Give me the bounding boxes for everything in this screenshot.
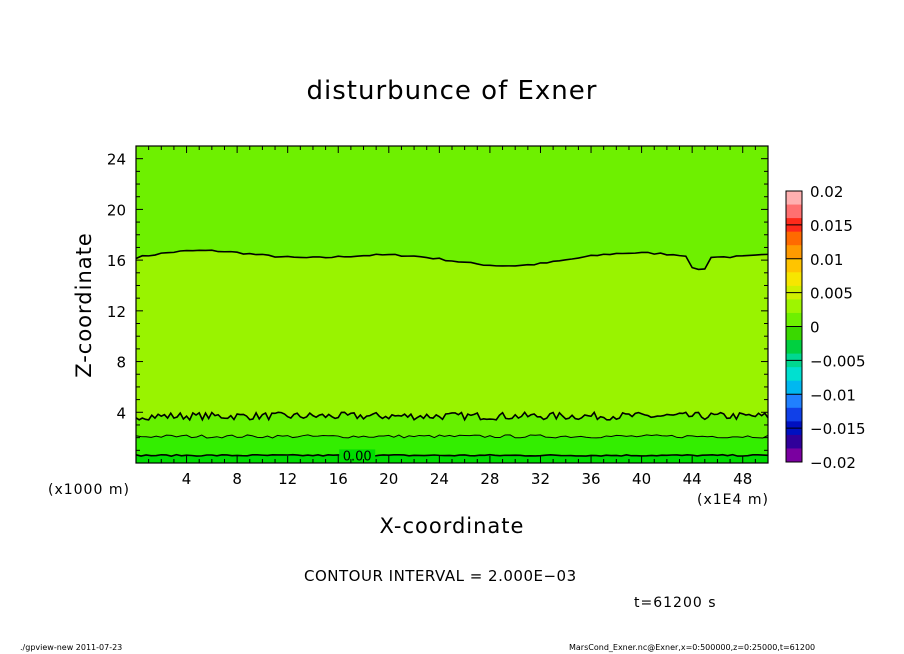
contour-band <box>136 434 768 457</box>
colorbar-segment <box>786 258 802 273</box>
colorbar-tick-label: 0.015 <box>810 217 853 235</box>
colorbar-segment <box>786 448 802 463</box>
x-tick-label: 20 <box>379 470 398 488</box>
x-axis-unit: (x1E4 m) <box>697 492 769 508</box>
colorbar-segment <box>786 340 802 355</box>
y-tick-label: 20 <box>107 201 126 219</box>
colorbar-tick-label: −0.015 <box>810 420 866 438</box>
source-footer: MarsCond_Exner.nc@Exner,x=0:500000,z=0:2… <box>569 643 816 652</box>
x-tick-label: 8 <box>232 470 242 488</box>
colorbar-segment <box>786 394 802 409</box>
contour-line <box>135 410 769 422</box>
x-tick-label: 4 <box>182 470 192 488</box>
contour-band <box>136 412 768 438</box>
x-tick-label: 44 <box>683 470 702 488</box>
y-tick-label: 4 <box>116 404 126 422</box>
colorbar-segment <box>786 380 802 395</box>
contour-line <box>135 434 769 439</box>
x-tick-label: 32 <box>531 470 550 488</box>
colorbar-segment <box>786 434 802 449</box>
colorbar-tick-label: 0.005 <box>810 285 853 303</box>
y-tick-label: 12 <box>107 303 126 321</box>
colorbar-segment <box>786 191 802 206</box>
colorbar-segment <box>786 326 802 341</box>
contour-label-bg <box>339 449 376 463</box>
colorbar-segment <box>786 204 802 219</box>
x-tick-label: 16 <box>329 470 348 488</box>
contour-band <box>136 454 768 463</box>
colorbar-segment <box>786 272 802 287</box>
program-footer: ./gpview-new 2011-07-23 <box>20 643 123 652</box>
y-tick-label: 24 <box>107 151 126 169</box>
time-label: t=61200 s <box>634 595 717 611</box>
colorbar: 0.02 0.015 0.01 0.005 0 −0.005 −0.01 −0.015 −0.0… <box>785 183 866 472</box>
colorbar-tick-label: −0.005 <box>810 352 866 370</box>
colorbar-tick-label: 0.01 <box>810 251 843 269</box>
colorbar-segment <box>786 231 802 246</box>
y-axis-label: Z-coordinate <box>72 232 96 378</box>
contour-line <box>135 453 769 457</box>
x-tick-label: 24 <box>430 470 449 488</box>
x-tick-label: 28 <box>480 470 499 488</box>
colorbar-segment <box>786 367 802 382</box>
y-axis-unit: (x1000 m) <box>48 482 130 498</box>
x-tick-label: 36 <box>581 470 600 488</box>
x-tick-label: 40 <box>632 470 651 488</box>
x-tick-label: 48 <box>733 470 752 488</box>
contour-interval-text: CONTOUR INTERVAL = 2.000E−03 <box>304 567 577 585</box>
colorbar-tick-label: −0.02 <box>810 454 856 472</box>
colorbar-segment <box>786 312 802 327</box>
chart-title: disturbunce of Exner <box>306 76 598 106</box>
contour-band <box>136 146 768 270</box>
colorbar-tick-label: 0 <box>810 319 820 337</box>
plot-area: 0.00 <box>135 146 769 464</box>
colorbar-tick-label: −0.01 <box>810 386 856 404</box>
colorbar-segment <box>786 245 802 260</box>
colorbar-tick-label: 0.02 <box>810 183 843 201</box>
colorbar-segment <box>786 299 802 314</box>
colorbar-segment <box>786 407 802 422</box>
contour-label: 0.00 <box>343 449 372 464</box>
y-tick-label: 8 <box>116 354 126 372</box>
contour-line <box>135 249 769 271</box>
contour-band <box>136 250 768 420</box>
x-tick-label: 12 <box>278 470 297 488</box>
x-axis-label: X-coordinate <box>379 514 525 538</box>
y-tick-label: 16 <box>107 252 126 270</box>
